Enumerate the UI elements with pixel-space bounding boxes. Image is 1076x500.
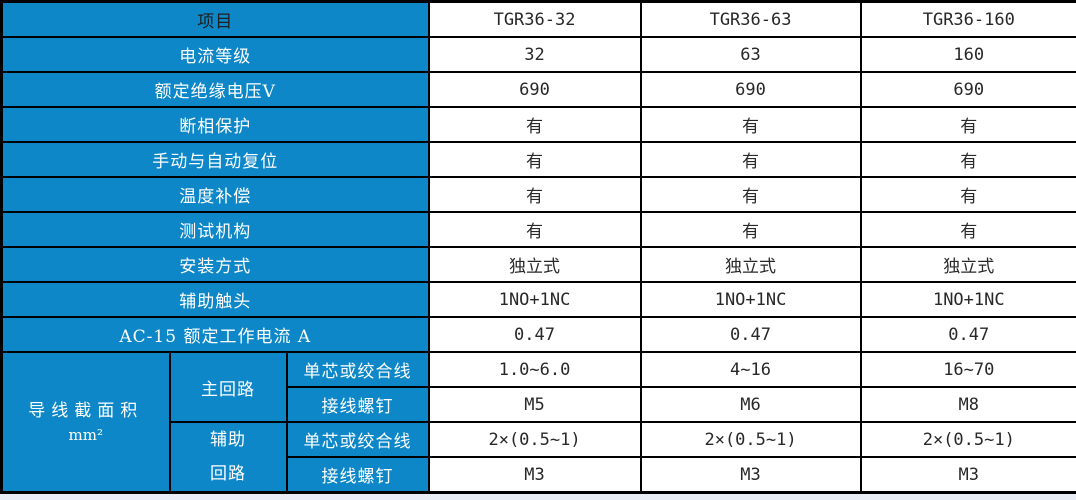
table-row-ac15-current: AC-15 额定工作电流 A 0.47 0.47 0.47 [2, 317, 1076, 352]
table-row-header: 项目 TGR36-32 TGR36-63 TGR36-160 [2, 2, 1076, 38]
cell-value: 有 [429, 177, 641, 212]
cell-value: 有 [429, 142, 641, 177]
cell-value: 690 [641, 72, 861, 107]
cell-value: 有 [429, 107, 641, 142]
cell-value: 1NO+1NC [641, 282, 861, 317]
column-header-model-3: TGR36-160 [861, 2, 1076, 38]
cell-value: 有 [861, 212, 1076, 247]
table-row-auxiliary-contacts: 辅助触头 1NO+1NC 1NO+1NC 1NO+1NC [2, 282, 1076, 317]
wire-type-label: 单芯或绞合线 [287, 352, 429, 387]
row-label: AC-15 额定工作电流 A [2, 317, 429, 352]
cell-value: 有 [641, 142, 861, 177]
cell-value: M3 [429, 457, 641, 493]
cell-value: 有 [429, 212, 641, 247]
cell-value: 有 [861, 107, 1076, 142]
wire-type-label: 单芯或绞合线 [287, 422, 429, 457]
cell-value: 0.47 [429, 317, 641, 352]
cell-value: 1NO+1NC [429, 282, 641, 317]
table-row-insulation-voltage: 额定绝缘电压V 690 690 690 [2, 72, 1076, 107]
row-label: 额定绝缘电压V [2, 72, 429, 107]
circuit-label-auxiliary: 辅助 回路 [170, 422, 287, 493]
cell-value: 独立式 [861, 247, 1076, 282]
cell-value: 16~70 [861, 352, 1076, 387]
row-label: 测试机构 [2, 212, 429, 247]
cell-value: 1NO+1NC [861, 282, 1076, 317]
table-row-manual-auto-reset: 手动与自动复位 有 有 有 [2, 142, 1076, 177]
cell-value: M5 [429, 387, 641, 422]
cell-value: 有 [641, 107, 861, 142]
row-label: 断相保护 [2, 107, 429, 142]
cell-value: M3 [641, 457, 861, 493]
table-row-mounting-type: 安装方式 独立式 独立式 独立式 [2, 247, 1076, 282]
circuit-label-main: 主回路 [170, 352, 287, 422]
cell-value: 2×(0.5~1) [641, 422, 861, 457]
row-label: 电流等级 [2, 37, 429, 72]
cell-value: M3 [861, 457, 1076, 493]
page-background: 项目 TGR36-32 TGR36-63 TGR36-160 电流等级 32 6… [0, 0, 1076, 476]
cell-value: 有 [861, 177, 1076, 212]
cell-value: 有 [861, 142, 1076, 177]
cell-value: 1.0~6.0 [429, 352, 641, 387]
cell-value: 有 [641, 177, 861, 212]
cell-value: 有 [641, 212, 861, 247]
table-row-temperature-compensation: 温度补偿 有 有 有 [2, 177, 1076, 212]
cell-value: 独立式 [641, 247, 861, 282]
bottom-strip [0, 494, 1076, 500]
wire-section-unit: mm² [5, 425, 167, 446]
row-label: 安装方式 [2, 247, 429, 282]
wire-section-title: 导线截面积 [5, 398, 167, 425]
header-item-label: 项目 [2, 2, 429, 38]
table-row-main-circuit-wire: 导线截面积 mm² 主回路 单芯或绞合线 1.0~6.0 4~16 16~70 [2, 352, 1076, 387]
row-label: 手动与自动复位 [2, 142, 429, 177]
cell-value: 0.47 [641, 317, 861, 352]
cell-value: 独立式 [429, 247, 641, 282]
cell-value: 63 [641, 37, 861, 72]
wire-type-label: 接线螺钉 [287, 387, 429, 422]
column-header-model-1: TGR36-32 [429, 2, 641, 38]
cell-value: 690 [429, 72, 641, 107]
column-header-model-2: TGR36-63 [641, 2, 861, 38]
table-row-current-rating: 电流等级 32 63 160 [2, 37, 1076, 72]
cell-value: 2×(0.5~1) [429, 422, 641, 457]
cell-value: M8 [861, 387, 1076, 422]
cell-value: 0.47 [861, 317, 1076, 352]
cell-value: 160 [861, 37, 1076, 72]
cell-value: 690 [861, 72, 1076, 107]
wire-section-group-label: 导线截面积 mm² [2, 352, 170, 493]
cell-value: 32 [429, 37, 641, 72]
row-label: 辅助触头 [2, 282, 429, 317]
cell-value: 4~16 [641, 352, 861, 387]
wire-type-label: 接线螺钉 [287, 457, 429, 493]
cell-value: 2×(0.5~1) [861, 422, 1076, 457]
row-label: 温度补偿 [2, 177, 429, 212]
table-row-test-mechanism: 测试机构 有 有 有 [2, 212, 1076, 247]
table-row-phase-failure-protection: 断相保护 有 有 有 [2, 107, 1076, 142]
cell-value: M6 [641, 387, 861, 422]
